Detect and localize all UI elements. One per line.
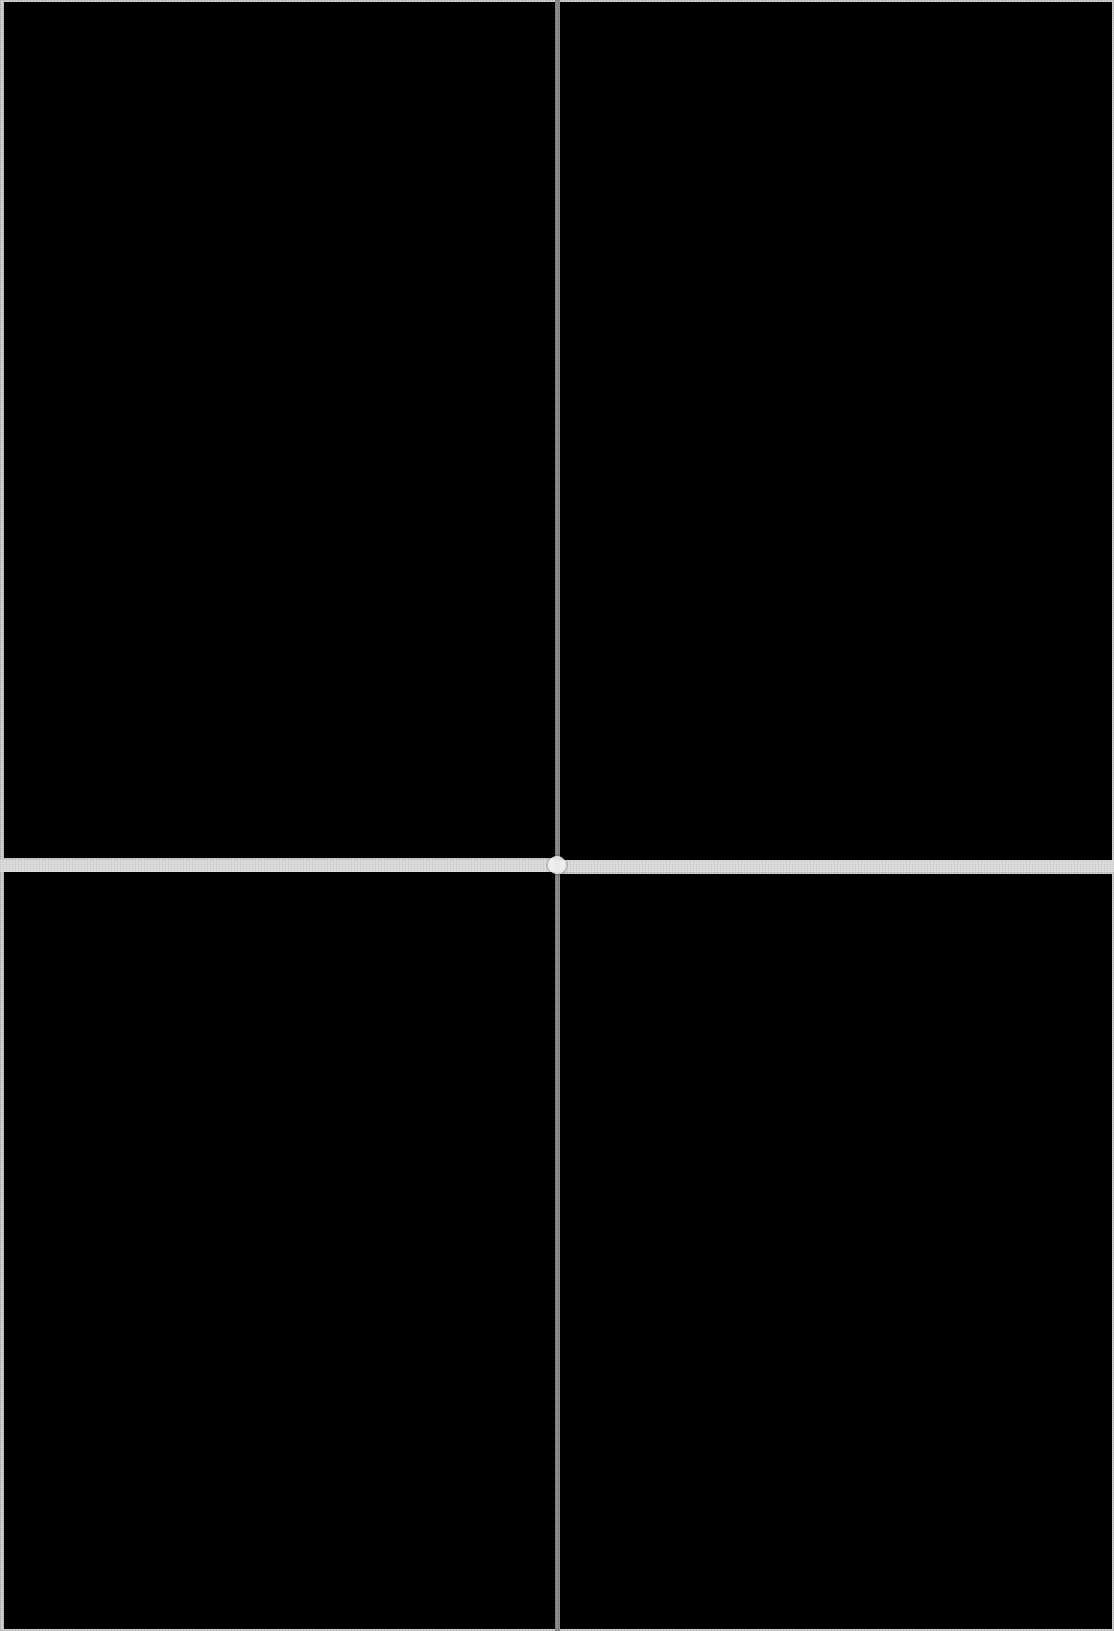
bottom-right-panel	[560, 874, 1112, 1629]
center-junction	[548, 856, 566, 874]
vertical-seam	[555, 0, 560, 1631]
top-left-panel	[4, 2, 555, 858]
bottom-left-panel	[4, 872, 555, 1629]
top-right-panel	[560, 2, 1112, 860]
